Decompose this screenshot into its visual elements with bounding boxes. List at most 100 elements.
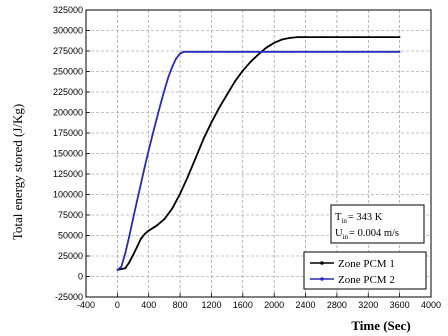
data-point-series-2 [179,52,182,55]
inlet-temperature-text: Tin= 343 K [335,212,383,225]
data-point-series-2 [183,50,185,53]
y-tick-label: 25000 [58,251,83,261]
data-point-series-1 [367,36,370,38]
data-point-series-1 [296,36,299,38]
data-point-series-1 [218,106,221,109]
x-tick-label: 0 [115,300,120,310]
data-point-series-1 [383,36,385,38]
data-point-series-2 [143,165,146,168]
series-layer [116,36,401,271]
x-tick-label: 4000 [421,300,441,310]
condition-annotation: Tin= 343 K Uin= 0.004 m/s [330,204,425,244]
y-tick-label: 250000 [53,67,83,77]
data-point-series-1 [140,237,142,240]
data-point-series-2 [120,265,123,268]
legend-marker-pcm2 [320,277,324,281]
data-point-series-2 [147,149,150,152]
data-point-series-2 [155,118,158,120]
series-line-1 [117,36,400,271]
x-tick-label: 2800 [327,300,347,310]
data-point-series-2 [398,50,401,53]
data-point-series-2 [159,103,162,106]
data-point-series-1 [147,229,150,232]
legend-marker-pcm1 [320,261,324,265]
data-point-series-1 [320,36,323,38]
x-tick-label: 800 [173,300,188,310]
y-tick-label: -25000 [55,292,83,302]
data-point-series-1 [304,36,307,38]
legend-label-pcm2: Zone PCM 2 [338,274,395,286]
data-point-series-2 [273,50,276,53]
data-point-series-1 [179,192,182,195]
data-point-series-2 [124,252,127,255]
y-tick-label: 100000 [53,190,83,200]
data-point-series-1 [234,80,236,83]
data-point-series-2 [210,50,213,53]
data-point-series-2 [187,50,189,53]
data-point-series-1 [187,175,189,178]
y-tick-label: 75000 [58,210,83,220]
y-tick-label: 325000 [53,5,83,15]
y-tick-label: 300000 [53,26,83,36]
y-tick-label: 50000 [58,231,83,241]
y-tick-label: 225000 [53,87,83,97]
data-point-series-1 [136,246,138,248]
data-point-series-2 [132,218,134,221]
data-point-series-1 [210,121,213,124]
data-point-series-2 [116,269,119,271]
data-point-series-2 [175,57,178,60]
x-tick-label: 1600 [233,300,253,310]
chart-legend: Zone PCM 1 Zone PCM 2 [303,251,427,290]
data-point-series-2 [304,50,307,53]
data-point-series-1 [143,233,146,235]
data-point-series-2 [136,200,138,203]
data-point-series-2 [163,89,166,92]
data-point-series-1 [163,218,166,221]
data-point-series-1 [265,46,268,49]
data-point-series-1 [273,41,276,44]
tick-labels: -400 0 400 800 1200 1600 2000 2400 2800 3200 3600 4… [53,5,441,310]
data-point-series-1 [289,37,291,39]
data-point-series-2 [167,76,170,79]
y-tick-label: 0 [78,272,83,282]
x-tick-label: 3600 [390,300,410,310]
y-tick-label: 175000 [53,128,83,138]
data-point-series-1 [249,60,252,63]
data-point-series-1 [281,38,283,41]
x-tick-label: 400 [141,300,156,310]
data-point-series-1 [336,36,338,38]
data-point-series-1 [171,207,174,210]
data-point-series-1 [398,36,401,38]
data-point-series-1 [257,53,260,56]
data-point-series-1 [132,254,134,257]
data-point-series-2 [140,182,142,185]
x-axis-title: Time (Sec) [351,318,410,333]
y-axis-title: Total energy stored (J/Kg) [10,104,25,240]
data-point-series-2 [241,50,244,53]
y-tick-label: 150000 [53,149,83,159]
data-point-series-2 [194,50,197,53]
inlet-velocity-text: Uin= 0.004 m/s [335,228,399,241]
x-tick-label: 1200 [201,300,221,310]
data-point-series-2 [128,236,131,239]
legend-label-pcm1: Zone PCM 1 [338,258,395,270]
data-point-series-2 [367,50,370,53]
data-point-series-1 [241,69,244,72]
data-point-series-1 [194,156,197,159]
data-point-series-2 [171,65,174,68]
x-tick-label: -400 [77,300,95,310]
data-point-series-1 [128,261,131,264]
data-point-series-2 [336,50,338,53]
y-tick-label: 200000 [53,108,83,118]
x-tick-label: 3200 [358,300,378,310]
data-point-series-1 [124,267,127,270]
data-point-series-1 [202,137,205,140]
data-point-series-1 [226,93,229,96]
x-tick-label: 2000 [264,300,284,310]
data-point-series-2 [151,133,154,136]
x-tick-label: 2400 [296,300,316,310]
data-point-series-1 [155,224,158,227]
data-point-series-1 [351,36,354,38]
y-tick-label: 275000 [53,46,83,56]
